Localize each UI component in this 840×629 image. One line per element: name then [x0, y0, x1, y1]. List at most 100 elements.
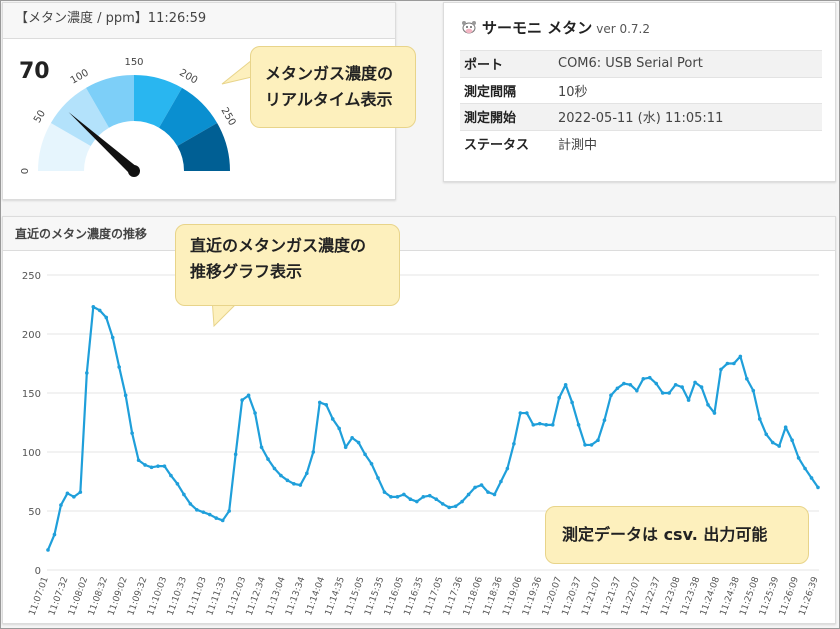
- chart-data-point: [525, 411, 529, 415]
- chart-data-point: [91, 305, 96, 309]
- chart-data-point: [162, 464, 167, 468]
- chart-y-tick-label: 0: [35, 566, 41, 577]
- chart-data-point: [576, 423, 581, 427]
- gauge-band: [177, 123, 230, 171]
- chart-data-point: [78, 490, 83, 494]
- chart-data-point: [757, 417, 762, 421]
- chart-data-point: [570, 400, 574, 405]
- chart-data-point: [596, 438, 600, 442]
- gauge-tick-label: 100: [69, 67, 91, 86]
- info-key: ステータス: [460, 129, 554, 157]
- app-title: サーモニ メタン ver 0.7.2: [460, 17, 650, 38]
- chart-data-point: [259, 445, 264, 450]
- info-row: ステータス 計測中: [460, 129, 822, 157]
- chart-data-point: [809, 476, 814, 480]
- chart-data-point: [395, 495, 400, 499]
- chart-data-point: [46, 548, 50, 552]
- chart-data-point: [518, 411, 523, 415]
- callout-gauge-line2: リアルタイム表示: [265, 90, 393, 109]
- chart-data-point: [324, 403, 329, 407]
- chart-data-point: [233, 452, 238, 457]
- chart-data-point: [292, 482, 296, 486]
- chart-data-point: [220, 518, 225, 523]
- gauge-tick-label: 0: [20, 168, 31, 174]
- chart-data-point: [65, 491, 70, 496]
- chart-data-point: [130, 431, 134, 435]
- chart-data-point: [240, 398, 244, 402]
- chart-data-point: [803, 466, 807, 471]
- chart-data-point: [751, 388, 756, 393]
- chart-data-point: [699, 385, 704, 389]
- chart-data-point: [298, 483, 303, 487]
- chart-data-point: [434, 497, 439, 502]
- chart-data-point: [311, 450, 316, 454]
- chart-data-point: [589, 443, 594, 447]
- chart-data-point: [72, 495, 76, 499]
- chart-data-point: [350, 436, 354, 440]
- chart-data-point: [725, 361, 730, 366]
- callout-csv: 測定データは csv. 出力可能: [545, 506, 809, 564]
- chart-data-point: [421, 495, 426, 499]
- info-value: 10秒: [554, 76, 822, 104]
- chart-data-point: [376, 476, 380, 480]
- chart-data-point: [117, 365, 121, 369]
- chart-data-point: [123, 393, 128, 398]
- chart-data-point: [777, 444, 781, 448]
- chart-data-point: [149, 465, 154, 470]
- chart-data-point: [667, 391, 671, 395]
- chart-header: 直近のメタン濃度の推移: [3, 217, 835, 251]
- chart-data-point: [214, 516, 219, 520]
- chart-data-point: [447, 505, 451, 510]
- chart-data-point: [363, 452, 367, 457]
- chart-data-point: [531, 423, 536, 427]
- chart-data-point: [188, 502, 193, 506]
- gauge-header: 【メタン濃度 / ppm】11:26:59: [3, 3, 395, 39]
- chart-data-point: [408, 497, 413, 502]
- chart-data-point: [686, 398, 691, 402]
- info-key: ポート: [460, 50, 554, 77]
- chart-data-point: [706, 403, 710, 407]
- chart-data-point: [389, 495, 393, 499]
- chart-data-point: [602, 418, 607, 422]
- info-value: COM6: USB Serial Port: [554, 50, 822, 77]
- chart-data-point: [453, 504, 458, 509]
- chart-data-point: [660, 391, 665, 395]
- chart-data-point: [537, 421, 542, 426]
- chart-data-point: [169, 473, 173, 478]
- gauge-band: [86, 75, 134, 128]
- gauge-card: 【メタン濃度 / ppm】11:26:59 70 0 50 100 150 200 250: [2, 2, 396, 200]
- chart-x-tick-label: 11:26:39: [798, 575, 821, 617]
- chart-y-tick-label: 250: [22, 271, 41, 282]
- gauge-needle: [68, 112, 138, 175]
- chart-data-point: [195, 508, 199, 512]
- chart-data-point: [285, 478, 290, 483]
- gauge-tick-label: 50: [32, 108, 48, 125]
- chart-data-point: [104, 315, 109, 320]
- chart-data-point: [110, 335, 115, 340]
- gauge-band: [159, 87, 218, 146]
- chart-data-point: [473, 485, 477, 490]
- methane-trend-chart: 05010015020025011:07:0111:07:3211:08:021…: [22, 271, 821, 617]
- info-key: 測定開始: [460, 103, 554, 130]
- chart-data-point: [628, 382, 633, 387]
- gauge-tick-label: 150: [124, 57, 143, 68]
- chart-data-point: [97, 308, 102, 313]
- chart-data-point: [330, 417, 335, 421]
- cow-icon: [460, 18, 478, 36]
- chart-data-point: [246, 393, 251, 398]
- chart-data-point: [85, 371, 89, 375]
- callout-gauge: メタンガス濃度の リアルタイム表示: [250, 46, 416, 128]
- chart-data-point: [382, 490, 387, 494]
- chart-data-point: [770, 440, 775, 445]
- app-version: ver 0.7.2: [596, 22, 650, 36]
- chart-data-point: [143, 463, 147, 467]
- chart-y-tick-label: 200: [22, 330, 41, 341]
- gauge-tick-label: 250: [218, 106, 237, 128]
- chart-data-point: [783, 425, 788, 430]
- chart-data-point: [712, 411, 717, 415]
- chart-data-point: [647, 375, 652, 380]
- chart-data-point: [486, 490, 490, 494]
- chart-y-tick-label: 50: [28, 507, 41, 518]
- callout-gauge-line1: メタンガス濃度の: [265, 64, 394, 83]
- chart-data-point: [337, 426, 341, 431]
